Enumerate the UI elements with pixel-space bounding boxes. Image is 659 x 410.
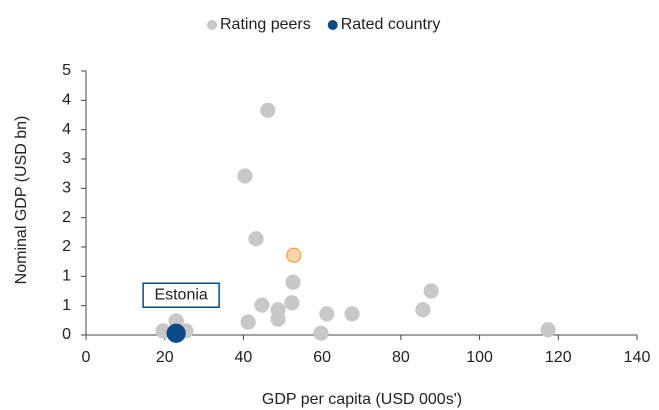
point xyxy=(260,102,276,118)
x-tick-label: 20 xyxy=(156,349,174,366)
y-tick-label: 0 xyxy=(62,326,71,343)
y-tick-label: 1 xyxy=(62,297,71,314)
point xyxy=(319,306,335,322)
point xyxy=(540,322,556,338)
annotation: Estonia xyxy=(154,286,207,303)
x-tick-label: 60 xyxy=(313,349,331,366)
y-tick-label: 4 xyxy=(62,121,71,138)
y-tick-label: 4 xyxy=(62,92,71,109)
point xyxy=(415,302,431,318)
x-tick-label: 40 xyxy=(235,349,253,366)
point xyxy=(313,325,329,341)
x-tick-label: 100 xyxy=(466,349,493,366)
x-tick-label: 0 xyxy=(82,349,91,366)
point xyxy=(166,323,186,343)
point xyxy=(237,168,253,184)
y-tick-label: 3 xyxy=(62,180,71,197)
legend-marker xyxy=(207,20,217,30)
point xyxy=(248,231,264,247)
annotation-box xyxy=(142,282,220,308)
point xyxy=(240,314,256,330)
point xyxy=(270,311,286,327)
point xyxy=(284,295,300,311)
point xyxy=(285,274,301,290)
y-axis-title: Nominal GDP (USD bn) xyxy=(13,116,30,285)
legend-label: Rating peers xyxy=(220,16,311,33)
x-axis-title: GDP per capita (USD 000s') xyxy=(262,391,462,408)
y-tick-label: 5 xyxy=(62,62,71,79)
legend-label: Rated country xyxy=(341,16,441,33)
x-tick-label: 80 xyxy=(392,349,410,366)
point xyxy=(254,297,270,313)
point xyxy=(423,283,439,299)
x-tick-label: 140 xyxy=(624,349,651,366)
y-tick-label: 2 xyxy=(62,238,71,255)
y-tick-label: 3 xyxy=(62,150,71,167)
x-tick-label: 120 xyxy=(545,349,572,366)
point xyxy=(286,247,302,263)
point xyxy=(344,306,360,322)
y-tick-label: 1 xyxy=(62,268,71,285)
y-tick-label: 2 xyxy=(62,209,71,226)
legend-marker xyxy=(327,20,338,30)
